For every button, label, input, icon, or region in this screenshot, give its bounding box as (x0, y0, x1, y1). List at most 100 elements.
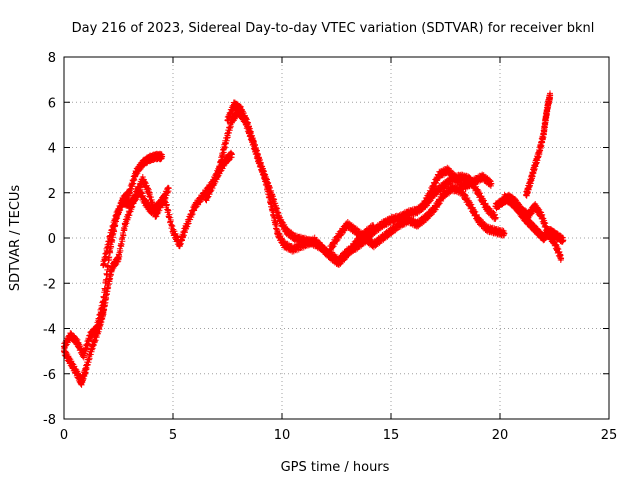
data-point (292, 235, 299, 241)
data-point (202, 196, 209, 203)
series-satellite-arc-4 (202, 149, 235, 204)
data-point (113, 212, 120, 219)
data-point (462, 182, 469, 189)
data-point (414, 221, 421, 228)
data-point (512, 198, 519, 205)
data-point (335, 257, 342, 264)
data-point (440, 192, 447, 199)
y-tick-label: 4 (48, 142, 56, 157)
data-point (170, 228, 176, 235)
x-tick-label: 5 (169, 428, 177, 443)
data-point (453, 176, 460, 183)
data-point (237, 106, 244, 113)
data-point (191, 203, 198, 210)
data-point (215, 169, 222, 176)
data-point (505, 194, 512, 201)
axis-ticks: 0 5 10 15 20 25 -8 -6 -4 -2 0 2 4 6 8 (43, 51, 617, 443)
series-satellite-arc-10 (492, 191, 565, 263)
x-tick-label: 20 (492, 428, 509, 443)
y-axis-label: SDTVAR / TECUs (8, 185, 23, 292)
data-point (139, 160, 146, 167)
data-point (281, 241, 288, 248)
data-point (122, 221, 129, 228)
series-satellite-arc-3 (100, 174, 172, 269)
data-point (270, 196, 277, 203)
data-point (283, 228, 290, 235)
data-point (67, 332, 74, 339)
data-point (560, 237, 567, 244)
data-point (353, 244, 360, 251)
data-point (444, 167, 451, 174)
data-point (74, 370, 81, 377)
data-point (100, 262, 107, 269)
data-point (152, 153, 159, 160)
data-point (78, 379, 85, 386)
x-tick-label: 0 (60, 428, 68, 443)
data-point (523, 192, 530, 199)
data-point (551, 239, 558, 246)
series-satellite-arc-8 (418, 164, 495, 213)
y-tick-label: 0 (48, 232, 56, 247)
data-point (558, 255, 565, 262)
data-point (132, 194, 139, 201)
data-point (309, 239, 316, 246)
data-point (431, 205, 438, 212)
data-points (61, 90, 567, 388)
data-point (126, 201, 133, 208)
data-point (525, 212, 532, 219)
chart-title: Day 216 of 2023, Sidereal Day-to-day VTE… (72, 21, 595, 36)
data-point (141, 198, 148, 205)
data-point (93, 325, 100, 332)
data-point (483, 225, 490, 232)
data-point (427, 189, 434, 196)
x-axis-label: GPS time / hours (281, 460, 390, 475)
data-point (527, 178, 534, 185)
data-point (379, 235, 386, 241)
data-point (326, 253, 333, 260)
data-point (228, 151, 235, 158)
data-point (159, 198, 166, 205)
data-point (538, 212, 545, 219)
data-point (152, 212, 159, 219)
data-point (274, 230, 281, 237)
data-point (74, 339, 81, 346)
data-point (475, 189, 482, 196)
data-point (89, 343, 96, 350)
data-point (176, 241, 183, 248)
data-point (67, 359, 74, 366)
y-tick-label: 8 (48, 51, 56, 66)
data-point (414, 207, 421, 214)
data-point (422, 214, 429, 221)
data-point (276, 216, 283, 223)
data-point (527, 221, 534, 228)
data-point (470, 178, 477, 185)
y-tick-label: 6 (48, 96, 56, 111)
y-tick-label: -6 (43, 368, 56, 383)
data-point (499, 198, 506, 205)
x-tick-label: 25 (601, 428, 618, 443)
data-point (492, 203, 499, 210)
data-point (231, 101, 238, 108)
data-point (119, 198, 126, 205)
data-point (534, 228, 541, 235)
data-point (106, 235, 113, 241)
data-point (457, 187, 464, 194)
data-point (388, 228, 394, 235)
data-point (353, 228, 360, 235)
data-point (483, 205, 490, 212)
data-point (244, 119, 251, 126)
data-point (209, 182, 216, 189)
data-point (388, 216, 394, 223)
data-point (501, 230, 508, 237)
data-point (80, 352, 87, 359)
data-point (553, 232, 560, 239)
data-point (492, 214, 499, 221)
data-point (531, 203, 538, 210)
data-point (183, 223, 190, 230)
data-point (449, 185, 456, 192)
data-point (396, 214, 403, 221)
data-point (222, 139, 229, 146)
data-point (531, 162, 538, 169)
x-tick-label: 10 (274, 428, 291, 443)
